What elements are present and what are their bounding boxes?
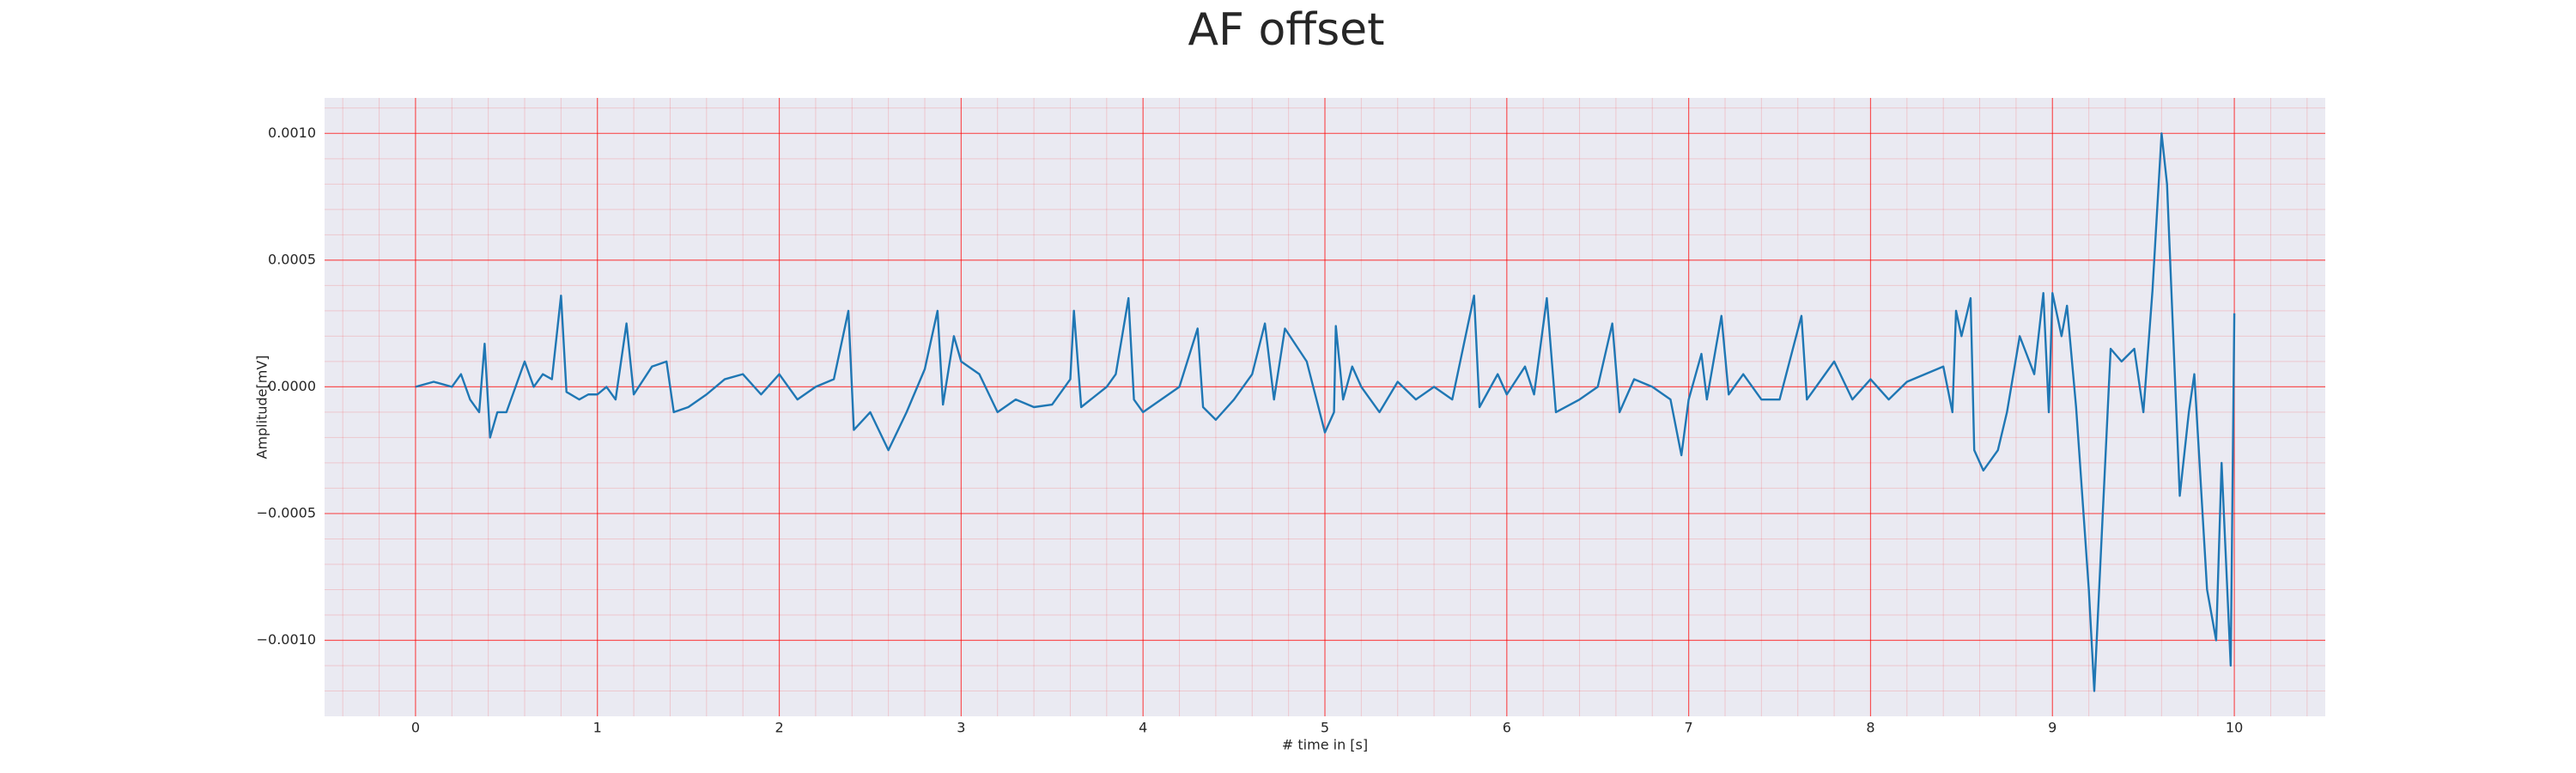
- x-tick-label: 8: [1866, 720, 1874, 736]
- y-axis-label: Amplitude[mV]: [254, 355, 270, 459]
- y-tick-label: −0.0010: [257, 631, 316, 648]
- x-tick-label: 0: [411, 720, 420, 736]
- y-tick-label: 0.0000: [268, 378, 316, 394]
- x-axis-label: # time in [s]: [1282, 737, 1368, 753]
- x-tick-label: 5: [1321, 720, 1329, 736]
- x-tick-label: 9: [2048, 720, 2057, 736]
- x-tick-label: 10: [2226, 720, 2243, 736]
- x-tick-label: 3: [957, 720, 965, 736]
- chart-title: AF offset: [1188, 4, 1384, 56]
- x-tick-label: 4: [1139, 720, 1147, 736]
- x-tick-label: 2: [775, 720, 783, 736]
- line: [415, 132, 2236, 692]
- y-tick-label: 0.0005: [268, 251, 316, 267]
- y-tick-label: 0.0010: [268, 125, 316, 141]
- x-tick-label: 1: [593, 720, 602, 736]
- x-tick-label: 6: [1503, 720, 1511, 736]
- x-tick-label: 7: [1685, 720, 1693, 736]
- y-tick-label: −0.0005: [257, 504, 316, 520]
